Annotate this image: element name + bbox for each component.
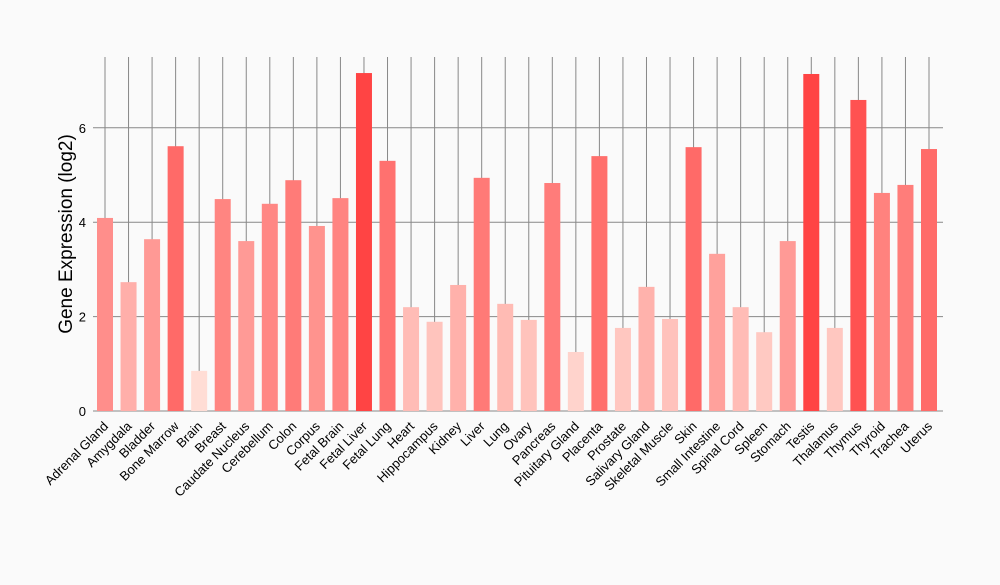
bar-skin <box>685 147 702 412</box>
bar-spleen <box>756 332 773 411</box>
bar-salivary-gland <box>638 286 655 411</box>
bar-thyroid <box>873 192 890 411</box>
bar-trachea <box>897 184 914 411</box>
bar-corpus <box>308 225 325 411</box>
y-axis-ticks: 0 2 4 6 <box>79 121 86 419</box>
bar-thalamus <box>826 327 843 411</box>
bar-spinal-cord <box>732 307 749 411</box>
bars <box>97 73 937 412</box>
bar-testis <box>803 73 820 411</box>
bar-amygdala <box>120 282 137 411</box>
bar-stomach <box>779 241 796 411</box>
bar-bladder <box>144 239 161 411</box>
bar-cerebellum <box>261 203 278 411</box>
bar-brain <box>191 370 208 411</box>
bar-fetal-lung <box>379 160 396 411</box>
bar-colon <box>285 180 302 411</box>
bar-pituitary-gland <box>567 352 584 411</box>
bar-adrenal-gland <box>97 217 113 411</box>
bar-uterus <box>921 149 937 412</box>
bar-heart <box>403 307 420 411</box>
bar-ovary <box>520 319 537 411</box>
bar-pancreas <box>544 183 561 411</box>
x-tick-label: Liver <box>457 418 488 449</box>
bar-prostate <box>614 327 631 411</box>
y-tick-label: 6 <box>79 121 86 136</box>
bar-breast <box>214 199 231 411</box>
bar-skeletal-muscle <box>662 318 679 411</box>
bar-lung <box>497 303 514 411</box>
bar-thymus <box>850 99 867 412</box>
bar-kidney <box>450 284 467 411</box>
bar-bone-marrow <box>167 146 184 411</box>
y-tick-label: 2 <box>79 310 86 325</box>
bar-small-intestine <box>709 253 726 411</box>
bar-fetal-brain <box>332 198 349 411</box>
bar-liver <box>473 177 490 411</box>
bar-caudate-nucleus <box>238 241 255 411</box>
bar-placenta <box>591 156 608 411</box>
y-axis-label: Gene Expression (log2) <box>56 134 77 334</box>
y-tick-label: 4 <box>79 215 86 230</box>
bar-hippocampus <box>426 321 443 411</box>
bar-fetal-liver <box>355 73 372 411</box>
y-tick-label: 0 <box>79 404 86 419</box>
